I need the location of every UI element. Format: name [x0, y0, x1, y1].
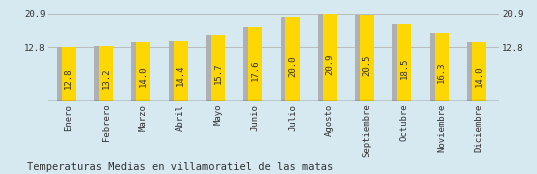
- Bar: [62, 48, 76, 101]
- Bar: [206, 35, 220, 101]
- Text: 20.5: 20.5: [362, 54, 372, 76]
- Text: 14.4: 14.4: [176, 65, 185, 86]
- Text: 13.2: 13.2: [101, 67, 111, 89]
- Bar: [430, 33, 444, 101]
- Text: 20.9: 20.9: [325, 54, 335, 75]
- Bar: [318, 14, 332, 101]
- Bar: [393, 24, 407, 101]
- Text: 17.6: 17.6: [251, 59, 260, 81]
- Bar: [286, 17, 300, 101]
- Bar: [323, 14, 337, 101]
- Bar: [434, 33, 449, 101]
- Bar: [467, 42, 481, 101]
- Text: 16.3: 16.3: [437, 62, 446, 83]
- Text: 14.0: 14.0: [474, 66, 483, 87]
- Bar: [169, 41, 183, 101]
- Bar: [136, 42, 150, 101]
- Bar: [57, 48, 71, 101]
- Text: 20.0: 20.0: [288, 55, 297, 77]
- Text: 12.8: 12.8: [64, 68, 74, 89]
- Bar: [243, 27, 257, 101]
- Bar: [355, 15, 369, 101]
- Bar: [397, 24, 411, 101]
- Bar: [472, 42, 486, 101]
- Bar: [173, 41, 188, 101]
- Text: Temperaturas Medias en villamoratiel de las matas: Temperaturas Medias en villamoratiel de …: [27, 162, 333, 172]
- Bar: [99, 46, 113, 101]
- Bar: [248, 27, 262, 101]
- Text: 14.0: 14.0: [139, 66, 148, 87]
- Bar: [211, 35, 225, 101]
- Text: 15.7: 15.7: [213, 63, 222, 84]
- Bar: [360, 15, 374, 101]
- Bar: [280, 17, 295, 101]
- Text: 18.5: 18.5: [400, 58, 409, 79]
- Bar: [94, 46, 108, 101]
- Bar: [132, 42, 146, 101]
